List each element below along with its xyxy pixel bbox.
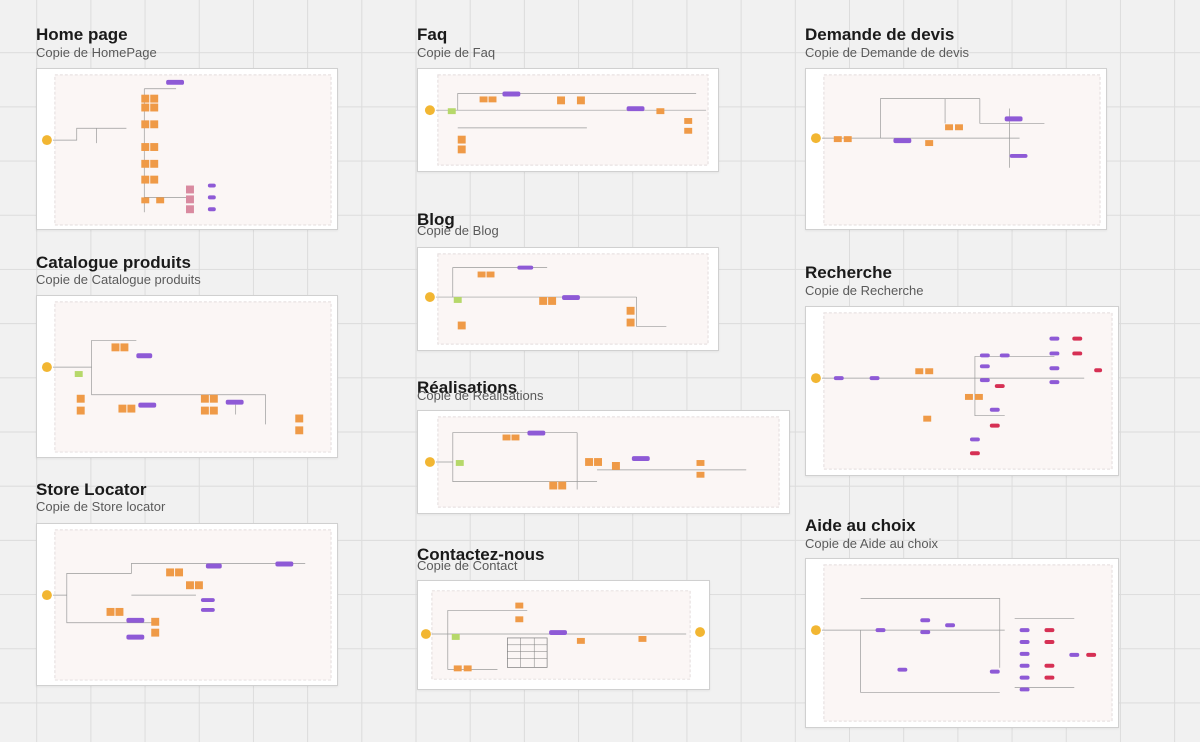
flow-thumbnail-home-page[interactable]	[36, 68, 338, 230]
board-subtitle-faq: Copie de Faq	[417, 45, 496, 60]
flow-thumbnail-faq[interactable]	[417, 68, 719, 172]
board-subtitle-aide-au-choix: Copie de Aide au choix	[805, 536, 938, 551]
flow-diagram	[41, 74, 332, 226]
flow-thumbnail-demande-de-devis[interactable]	[805, 68, 1107, 230]
flow-diagram	[424, 74, 709, 166]
board-title-store-locator: Store Locator	[36, 480, 147, 499]
board-subtitle-store-locator: Copie de Store locator	[36, 499, 166, 514]
flow-thumbnail-contactez-nous[interactable]	[417, 580, 710, 690]
board-title-demande-de-devis: Demande de devis	[805, 25, 955, 44]
flow-diagram	[424, 253, 709, 345]
flow-diagram	[41, 301, 332, 453]
board-title-contactez-nous: Contactez-nous	[417, 545, 545, 564]
board-subtitle-home-page: Copie de HomePage	[36, 45, 157, 60]
board-title-recherche: Recherche	[805, 263, 892, 282]
flow-diagram	[420, 590, 706, 680]
board-title-realisations: Réalisations	[417, 378, 518, 397]
board-subtitle-realisations: Copie de Réalisations	[417, 388, 544, 403]
flow-diagram	[41, 529, 332, 681]
board-subtitle-blog: Copie de Blog	[417, 223, 499, 238]
flow-diagram	[810, 312, 1113, 470]
board-title-faq: Faq	[417, 25, 448, 44]
flow-thumbnail-blog[interactable]	[417, 247, 719, 351]
board-subtitle-demande-de-devis: Copie de Demande de devis	[805, 45, 970, 60]
flow-thumbnail-aide-au-choix[interactable]	[805, 558, 1119, 728]
board-subtitle-recherche: Copie de Recherche	[805, 283, 924, 298]
board-title-home-page: Home page	[36, 25, 128, 44]
flow-thumbnail-catalogue-produits[interactable]	[36, 295, 338, 458]
flow-diagram	[810, 564, 1113, 722]
board-title-catalogue-produits: Catalogue produits	[36, 253, 191, 272]
flow-diagram	[810, 74, 1101, 226]
flow-thumbnail-realisations[interactable]	[417, 410, 790, 514]
board-title-blog: Blog	[417, 210, 455, 229]
board-subtitle-catalogue-produits: Copie de Catalogue produits	[36, 272, 201, 287]
flow-thumbnail-store-locator[interactable]	[36, 523, 338, 686]
board-subtitle-contactez-nous: Copie de Contact	[417, 558, 518, 573]
flow-thumbnail-recherche[interactable]	[805, 306, 1119, 476]
flow-diagram	[424, 416, 780, 508]
board-title-aide-au-choix: Aide au choix	[805, 516, 916, 535]
